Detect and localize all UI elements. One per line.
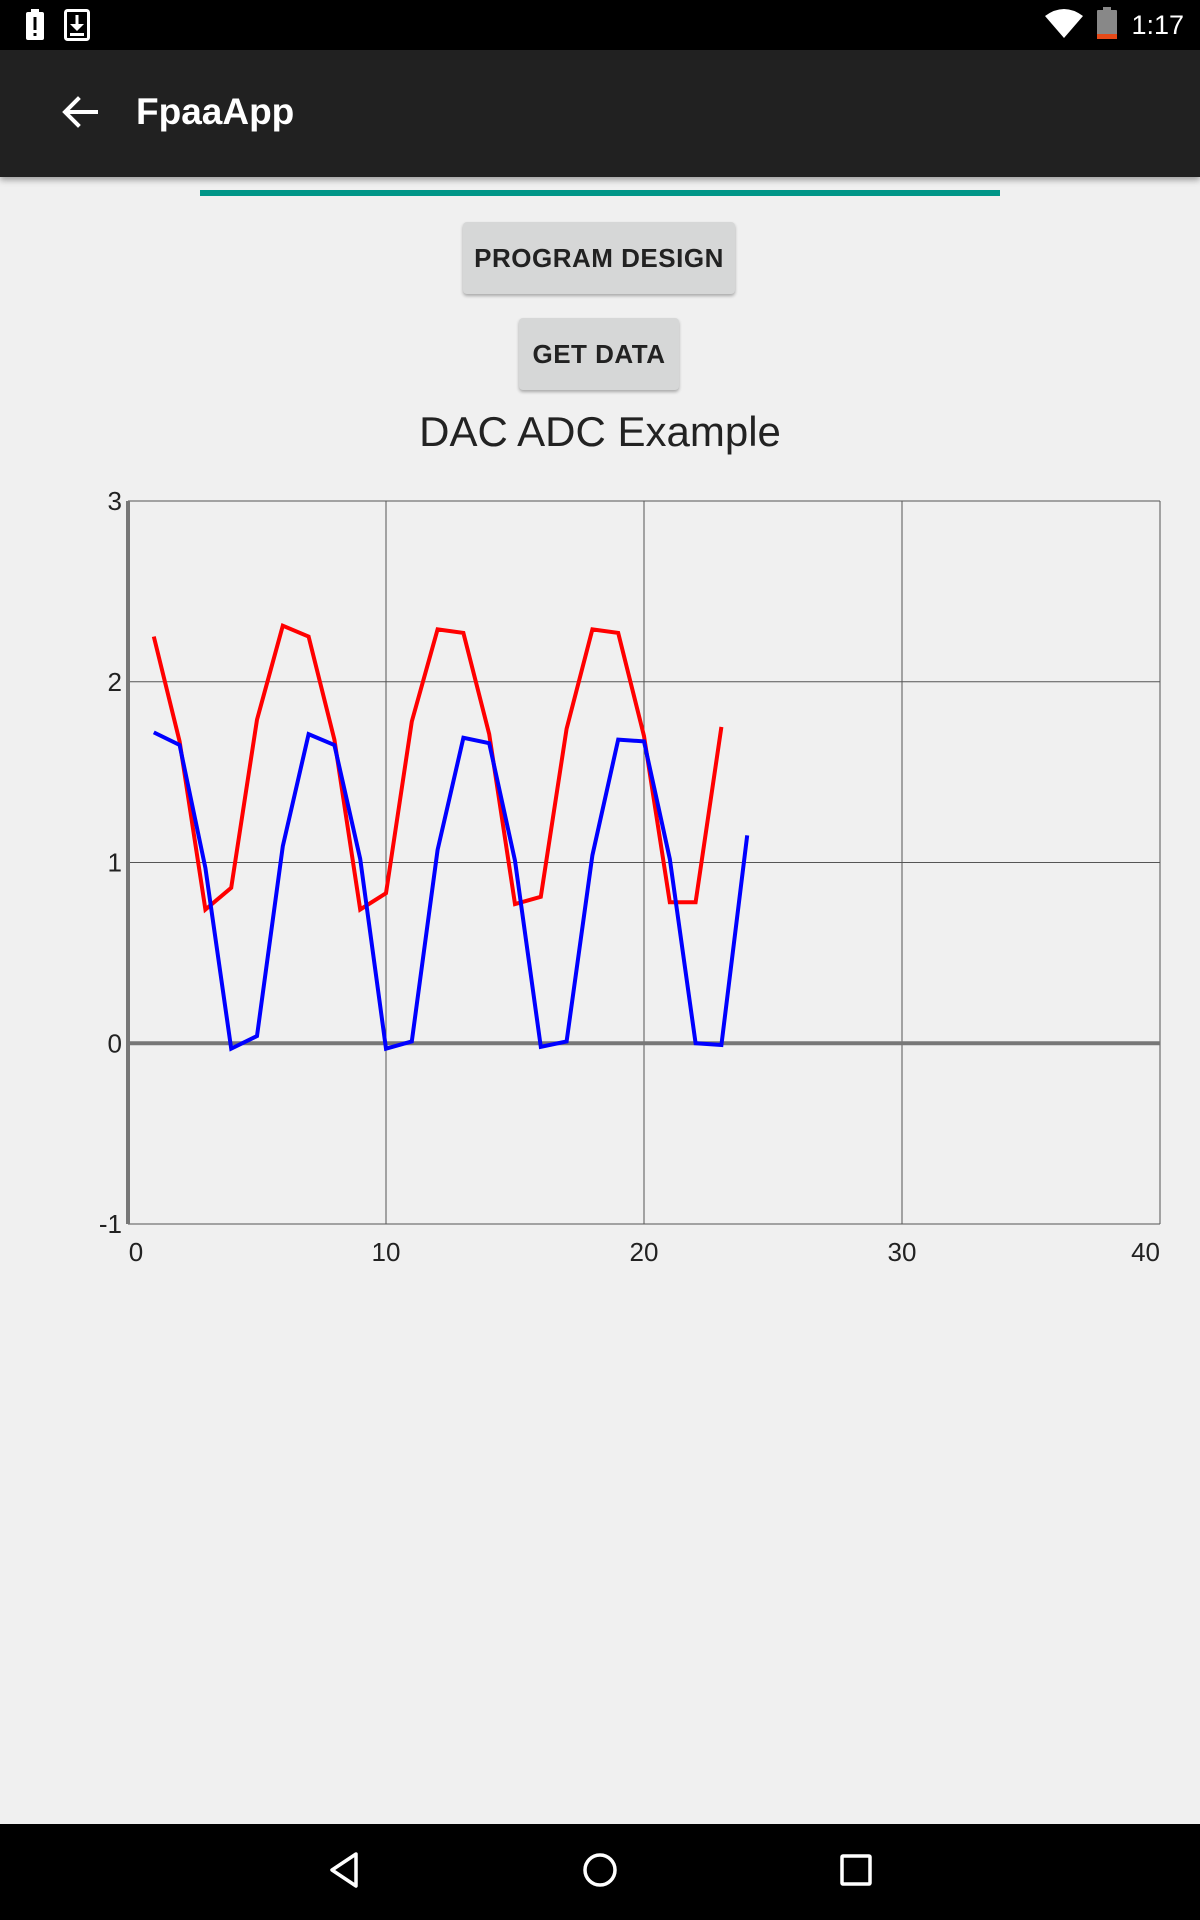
navigation-bar	[0, 1824, 1200, 1920]
get-data-button[interactable]: GET DATA	[519, 318, 679, 390]
y-tick-label: 1	[108, 848, 122, 878]
series-line-2	[152, 730, 750, 1052]
battery-alert-icon	[22, 9, 48, 45]
nav-recent-icon	[836, 1850, 876, 1894]
app-bar: FpaaApp	[0, 50, 1200, 177]
x-tick-label: 20	[630, 1237, 659, 1267]
arrow-left-icon	[62, 96, 98, 132]
wifi-icon	[1045, 8, 1084, 42]
chart-series	[151, 622, 750, 1052]
x-tick-label: 10	[372, 1237, 401, 1267]
nav-back-button[interactable]	[314, 1842, 374, 1902]
y-tick-label: 3	[108, 486, 122, 516]
nav-home-button[interactable]	[570, 1842, 630, 1902]
chart-axes	[126, 501, 1160, 1224]
series-line-1	[151, 622, 724, 914]
x-tick-label: 30	[888, 1237, 917, 1267]
back-button[interactable]	[52, 86, 108, 142]
y-tick-label: -1	[99, 1209, 122, 1239]
status-clock: 1:17	[1131, 9, 1184, 40]
x-tick-label: 40	[1131, 1237, 1160, 1267]
x-tick-label: 0	[129, 1237, 143, 1267]
chart-grid	[128, 500, 1161, 1225]
y-tick-label: 0	[108, 1028, 122, 1058]
nav-home-icon	[580, 1850, 620, 1894]
nav-recent-button[interactable]	[826, 1842, 886, 1902]
y-tick-label: 2	[108, 667, 122, 697]
battery-low-icon	[1097, 7, 1118, 43]
chart-title: DAC ADC Example	[419, 408, 781, 455]
program-design-button[interactable]: PROGRAM DESIGN	[463, 222, 735, 294]
download-icon	[64, 9, 90, 45]
status-bar: 1:17	[0, 0, 1200, 50]
nav-back-icon	[324, 1850, 364, 1894]
app-title: FpaaApp	[136, 91, 295, 132]
progress-bar	[200, 190, 1000, 196]
